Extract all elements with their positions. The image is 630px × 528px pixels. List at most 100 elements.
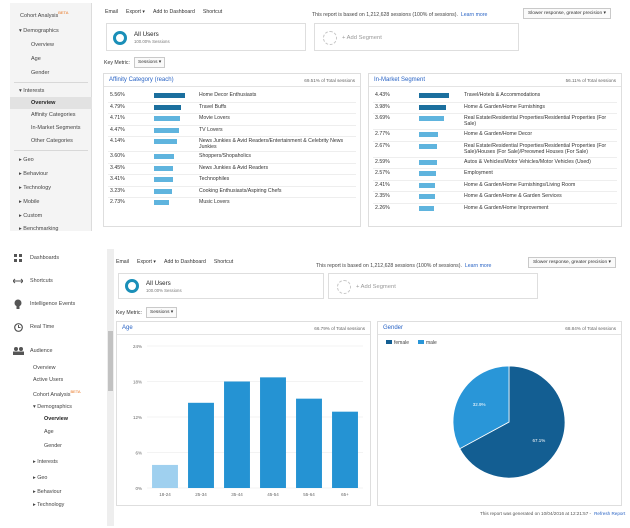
sidebar-item-gender[interactable]: Gender	[44, 443, 62, 449]
sidebar-item-cohort-analysis[interactable]: Cohort AnalysisBETA	[20, 7, 102, 19]
sidebar-item-mobile[interactable]: ▸ Mobile	[19, 199, 40, 205]
row-label[interactable]: Home & Garden/Home Improvement	[464, 204, 549, 211]
sidebar-item-interests[interactable]: ▸ Interests	[33, 459, 58, 465]
sidebar-item-custom[interactable]: ▸ Custom	[19, 213, 43, 219]
affinity-row[interactable]: 4.71% Movie Lovers	[104, 115, 360, 127]
age-bar-18-24[interactable]	[152, 464, 178, 488]
row-label[interactable]: Movie Lovers	[199, 115, 230, 121]
add-to-dashboard-button[interactable]: Add to Dashboard	[153, 9, 195, 15]
add-segment-slot[interactable]: + Add Segment	[314, 23, 519, 51]
card-title[interactable]: Affinity Category (reach)	[109, 77, 174, 83]
nav-intelligence-events[interactable]: Intelligence Events	[30, 301, 76, 307]
segment-all-users[interactable]: All Users 100.00% Sessions	[118, 273, 324, 299]
precision-dropdown[interactable]: Slower response, greater precision ▾	[523, 8, 611, 19]
pie-slice-male[interactable]	[452, 365, 510, 450]
refresh-report-link[interactable]: Refresh Report	[594, 511, 626, 516]
row-label[interactable]: Real Estate/Residential Properties/Resid…	[464, 142, 607, 155]
row-label[interactable]: Employment	[464, 170, 493, 176]
age-bar-35-44[interactable]	[224, 381, 250, 489]
nav-shortcuts[interactable]: Shortcuts	[30, 278, 53, 284]
sidebar-item-interests[interactable]: ▾ Interests	[19, 88, 45, 94]
row-label[interactable]: Home & Garden/Home & Garden Services	[464, 193, 562, 199]
affinity-row[interactable]: 4.14% News Junkies & Avid Readers/Enterta…	[104, 138, 360, 153]
affinity-row[interactable]: 3.60% Shoppers/Shopaholics	[104, 153, 360, 165]
sidebar-item-geo[interactable]: ▸ Geo	[19, 157, 34, 163]
row-label[interactable]: Music Lovers	[199, 199, 230, 205]
sidebar-item-demographics[interactable]: ▾ Demographics	[19, 28, 59, 34]
sidebar-item-geo[interactable]: ▸ Geo	[33, 475, 48, 481]
age-bar-55-64[interactable]	[296, 398, 322, 488]
sidebar-item-cohort-analysis[interactable]: Cohort AnalysisBETA	[33, 389, 81, 398]
in-market-row[interactable]: 4.43% Travel/Hotels & Accommodations	[369, 92, 621, 104]
row-label[interactable]: News Junkies & Avid Readers	[199, 164, 269, 171]
row-label[interactable]: TV Lovers	[199, 126, 223, 133]
learn-more-link[interactable]: Learn more	[464, 263, 492, 269]
sidebar-item-demographics-overview[interactable]: Overview	[44, 416, 68, 422]
sidebar-item-behaviour[interactable]: ▸ Behaviour	[33, 489, 62, 495]
sidebar-item-technology[interactable]: ▸ Technology	[19, 185, 52, 191]
nav-audience[interactable]: Audience	[30, 348, 53, 354]
add-to-dashboard-button[interactable]: Add to Dashboard	[164, 259, 206, 265]
row-label[interactable]: Cooking Enthusiasts/Aspiring Chefs	[199, 187, 282, 194]
row-label[interactable]: Home & Garden/Home Furnishings	[464, 103, 546, 110]
in-market-row[interactable]: 2.35% Home & Garden/Home & Garden Service…	[369, 193, 621, 205]
email-button[interactable]: Email	[105, 9, 118, 15]
sidebar-item-interests-overview[interactable]: Overview	[10, 97, 92, 109]
affinity-row[interactable]: 3.41% Technophiles	[104, 176, 360, 188]
sidebar-item-gender[interactable]: Gender	[31, 70, 50, 76]
row-label[interactable]: Shoppers/Shopaholics	[199, 153, 251, 159]
segment-all-users[interactable]: All Users 100.00% Sessions	[106, 23, 306, 51]
row-label[interactable]: Technophiles	[199, 176, 230, 182]
in-market-row[interactable]: 2.67% Real Estate/Residential Properties/…	[369, 143, 621, 159]
in-market-row[interactable]: 2.77% Home & Garden/Home Decor	[369, 131, 621, 143]
sidebar-item-in-market-segments[interactable]: In-Market Segments	[31, 125, 81, 131]
row-label[interactable]: Autos & Vehicles/Motor Vehicles/Motor Ve…	[464, 158, 591, 165]
in-market-row[interactable]: 2.41% Home & Garden/Home Furnishings/Livi…	[369, 182, 621, 194]
sidebar-item-technology[interactable]: ▸ Technology	[33, 502, 65, 508]
email-button[interactable]: Email	[116, 259, 129, 265]
row-label[interactable]: Travel/Hotels & Accommodations	[464, 92, 541, 98]
shortcut-button[interactable]: Shortcut	[202, 9, 223, 15]
nav-dashboards[interactable]: Dashboards	[30, 255, 60, 261]
sidebar-item-age[interactable]: Age	[31, 56, 41, 62]
row-label[interactable]: Home & Garden/Home Decor	[464, 131, 533, 137]
sidebar-item-age[interactable]: Age	[44, 429, 54, 435]
nav-real-time[interactable]: Real Time	[30, 324, 55, 330]
precision-dropdown[interactable]: Slower response, greater precision ▾	[528, 257, 616, 268]
card-title[interactable]: Age	[122, 325, 133, 331]
sidebar-item-behaviour[interactable]: ▸ Behaviour	[19, 171, 49, 177]
affinity-row[interactable]: 3.45% News Junkies & Avid Readers	[104, 165, 360, 177]
card-title[interactable]: In-Market Segment	[374, 77, 426, 83]
key-metric-select[interactable]: Sessions ▾	[134, 57, 166, 68]
sidebar-item-audience-overview[interactable]: Overview	[33, 365, 56, 371]
add-segment-slot[interactable]: + Add Segment	[328, 273, 538, 299]
in-market-row[interactable]: 3.69% Real Estate/Residential Properties/…	[369, 115, 621, 131]
in-market-row[interactable]: 2.59% Autos & Vehicles/Motor Vehicles/Mot…	[369, 159, 621, 171]
legend-label-male[interactable]: male	[426, 340, 437, 346]
in-market-row[interactable]: 2.57% Employment	[369, 170, 621, 182]
affinity-row[interactable]: 4.79% Travel Buffs	[104, 104, 360, 116]
in-market-row[interactable]: 3.98% Home & Garden/Home Furnishings	[369, 104, 621, 116]
learn-more-link[interactable]: Learn more	[460, 12, 488, 18]
sidebar-item-benchmarking[interactable]: ▸ Benchmarking	[19, 226, 59, 232]
affinity-row[interactable]: 3.23% Cooking Enthusiasts/Aspiring Chefs	[104, 188, 360, 200]
row-label[interactable]: Home & Garden/Home Furnishings/Living Ro…	[464, 181, 576, 188]
in-market-row[interactable]: 2.26% Home & Garden/Home Improvement	[369, 205, 621, 217]
row-label[interactable]: News Junkies & Avid Readers/Entertainmen…	[199, 138, 344, 150]
affinity-row[interactable]: 2.73% Music Lovers	[104, 199, 360, 211]
age-bar-65+[interactable]	[332, 411, 358, 488]
sidebar-item-demographics-overview[interactable]: Overview	[31, 42, 54, 48]
pie-slice-female[interactable]	[459, 365, 566, 479]
row-label[interactable]: Travel Buffs	[199, 103, 227, 110]
sidebar-item-demographics[interactable]: ▾ Demographics	[33, 404, 72, 410]
affinity-row[interactable]: 5.56% Home Decor Enthusiasts	[104, 92, 360, 104]
card-title[interactable]: Gender	[383, 325, 404, 331]
shortcut-button[interactable]: Shortcut	[213, 259, 234, 265]
row-label[interactable]: Home Decor Enthusiasts	[199, 92, 257, 98]
legend-label-female[interactable]: female	[394, 340, 409, 346]
sidebar-item-active-users[interactable]: Active Users	[33, 377, 64, 383]
export-button[interactable]: Export ▾	[125, 9, 146, 15]
key-metric-select[interactable]: Sessions ▾	[146, 307, 178, 318]
row-label[interactable]: Real Estate/Residential Properties/Resid…	[464, 115, 607, 127]
affinity-row[interactable]: 4.47% TV Lovers	[104, 127, 360, 139]
